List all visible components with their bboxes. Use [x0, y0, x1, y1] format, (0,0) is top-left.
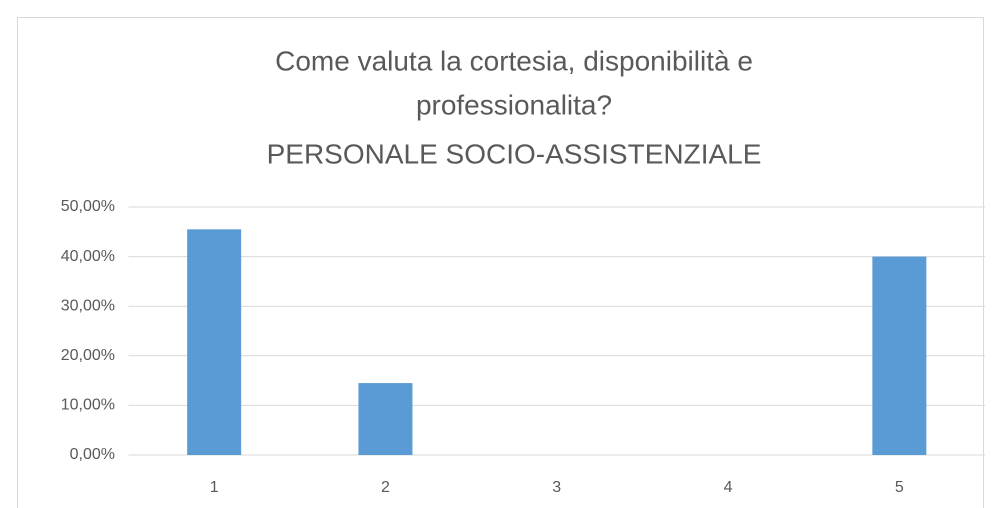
x-tick-label: 4 [724, 479, 733, 496]
x-tick-label: 3 [552, 479, 561, 496]
y-tick-label: 40,00% [61, 248, 115, 265]
y-tick-label: 20,00% [61, 347, 115, 364]
x-tick-label: 2 [381, 479, 390, 496]
y-tick-label: 0,00% [70, 446, 115, 463]
x-tick-label: 1 [210, 479, 219, 496]
chart-border [17, 17, 984, 508]
bar [358, 383, 413, 455]
y-tick-label: 10,00% [61, 397, 115, 414]
chart-title: professionalita? [416, 89, 612, 120]
bar [187, 229, 242, 455]
chart-title: PERSONALE SOCIO-ASSISTENZIALE [267, 138, 762, 169]
chart-title: Come valuta la cortesia, disponibilità e [275, 45, 753, 76]
x-tick-label: 5 [895, 479, 904, 496]
bar [872, 256, 927, 455]
y-tick-label: 50,00% [61, 198, 115, 215]
y-tick-label: 30,00% [61, 297, 115, 314]
